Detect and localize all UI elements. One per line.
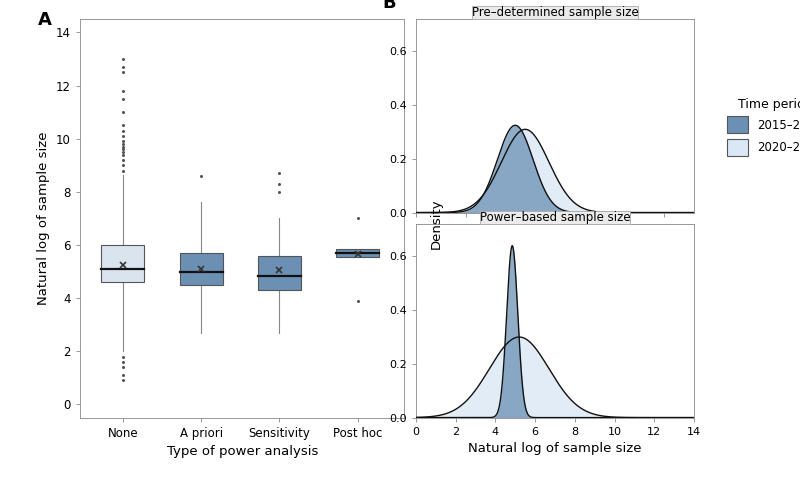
Bar xyxy=(336,249,379,257)
Bar xyxy=(258,255,301,290)
Legend: 2015–2016, 2020–2021: 2015–2016, 2020–2021 xyxy=(722,93,800,160)
Y-axis label: Natural log of sample size: Natural log of sample size xyxy=(38,132,50,305)
Bar xyxy=(102,245,145,282)
Text: Power–based sample size: Power–based sample size xyxy=(480,211,630,224)
Text: Pre–determined sample size: Pre–determined sample size xyxy=(471,6,638,19)
X-axis label: Type of power analysis: Type of power analysis xyxy=(166,445,318,458)
Text: Density: Density xyxy=(430,198,442,249)
Bar xyxy=(180,253,222,285)
Text: A: A xyxy=(38,11,52,29)
Text: B: B xyxy=(382,0,396,12)
X-axis label: Natural log of sample size: Natural log of sample size xyxy=(468,442,642,455)
